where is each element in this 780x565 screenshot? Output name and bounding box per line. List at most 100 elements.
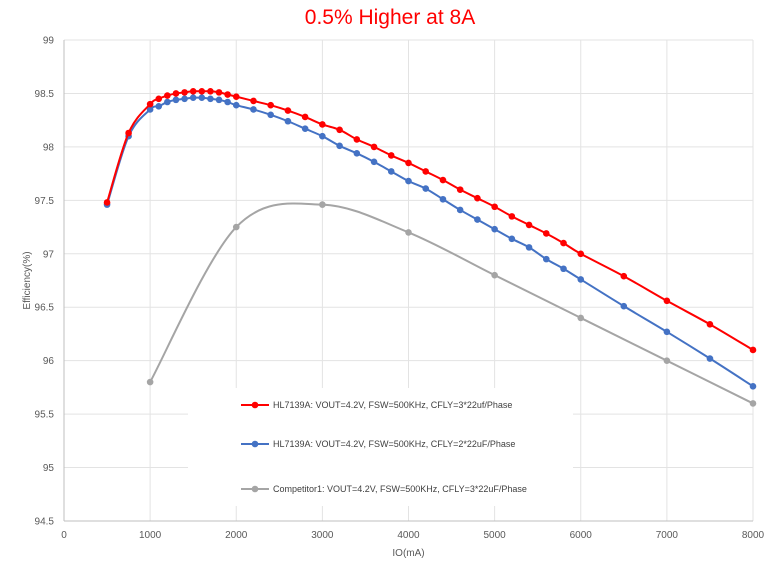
data-point xyxy=(103,199,111,206)
chart-title: 0.5% Higher at 8A xyxy=(304,6,476,29)
x-tick-label: 6000 xyxy=(570,530,593,541)
data-point xyxy=(224,91,231,98)
data-point xyxy=(387,152,395,159)
x-tick-labels: 0 1000 2000 3000 4000 5000 6000 7000 8000 xyxy=(61,530,764,541)
data-point xyxy=(543,230,550,237)
data-point xyxy=(353,150,361,157)
data-point xyxy=(525,244,533,251)
y-tick-label: 97 xyxy=(43,249,55,260)
data-point xyxy=(577,250,585,258)
y-tick-label: 95 xyxy=(43,463,55,474)
data-point xyxy=(284,107,292,114)
x-tick-label: 1000 xyxy=(139,530,162,541)
legend: HL7139A: VOUT=4.2V, FSW=500KHz, CFLY=3*2… xyxy=(188,388,573,506)
data-point xyxy=(155,95,163,103)
legend-marker xyxy=(251,440,259,448)
legend-marker xyxy=(251,401,259,409)
data-point xyxy=(232,101,240,109)
legend-box xyxy=(188,388,573,506)
data-point xyxy=(456,186,464,193)
data-point xyxy=(215,96,223,104)
legend-entry: HL7139A: VOUT=4.2V, FSW=500KHz, CFLY=3*2… xyxy=(241,400,512,410)
data-point xyxy=(353,136,361,143)
y-tick-label: 95.5 xyxy=(35,410,55,421)
data-point xyxy=(474,216,481,223)
data-point xyxy=(491,271,498,279)
data-point xyxy=(232,223,240,231)
data-point xyxy=(456,206,464,214)
y-tick-label: 96 xyxy=(43,356,55,367)
data-point xyxy=(405,159,412,167)
data-point xyxy=(577,276,585,283)
data-point xyxy=(405,229,412,236)
data-point xyxy=(267,101,275,109)
data-point xyxy=(749,400,757,407)
data-point xyxy=(319,121,326,128)
series-line xyxy=(106,90,754,351)
y-tick-label: 97.5 xyxy=(35,196,55,207)
legend-entry: HL7139A: VOUT=4.2V, FSW=500KHz, CFLY=2*2… xyxy=(241,439,515,449)
data-point xyxy=(336,126,343,134)
data-point xyxy=(439,176,447,184)
data-point xyxy=(181,89,188,96)
y-tick-label: 98.5 xyxy=(35,89,55,100)
data-point xyxy=(125,129,132,137)
x-tick-label: 8000 xyxy=(742,530,765,541)
data-point xyxy=(319,132,326,140)
series-3 xyxy=(146,201,757,407)
data-point xyxy=(155,102,163,110)
legend-label: Competitor1: VOUT=4.2V, FSW=500KHz, CFLY… xyxy=(273,484,527,494)
data-point xyxy=(543,255,550,263)
data-point xyxy=(189,94,197,102)
data-point xyxy=(189,88,197,95)
data-point xyxy=(422,185,430,192)
data-point xyxy=(207,95,214,103)
series-layer xyxy=(103,88,757,407)
data-point xyxy=(663,357,671,364)
x-tick-label: 0 xyxy=(61,530,67,541)
data-point xyxy=(525,221,533,229)
data-point xyxy=(508,235,516,243)
data-point xyxy=(387,168,395,175)
data-point xyxy=(319,201,326,208)
series-2 xyxy=(103,94,757,390)
data-point xyxy=(164,92,171,99)
y-tick-label: 99 xyxy=(43,36,55,47)
data-point xyxy=(198,94,206,102)
data-point xyxy=(232,93,240,100)
legend-label: HL7139A: VOUT=4.2V, FSW=500KHz, CFLY=2*2… xyxy=(273,439,515,449)
data-point xyxy=(172,90,180,97)
data-point xyxy=(198,88,206,95)
data-point xyxy=(224,98,231,106)
data-point xyxy=(749,383,757,390)
data-point xyxy=(172,96,180,104)
data-point xyxy=(560,265,567,273)
data-point xyxy=(250,106,257,113)
legend-entry: Competitor1: VOUT=4.2V, FSW=500KHz, CFLY… xyxy=(241,484,527,494)
y-tick-label: 94.5 xyxy=(35,517,55,528)
data-point xyxy=(301,125,309,133)
data-point xyxy=(146,106,154,113)
data-point xyxy=(146,378,154,386)
legend-label: HL7139A: VOUT=4.2V, FSW=500KHz, CFLY=3*2… xyxy=(273,400,512,410)
data-point xyxy=(301,113,309,121)
data-point xyxy=(370,158,378,166)
x-tick-label: 3000 xyxy=(311,530,334,541)
x-tick-label: 4000 xyxy=(397,530,420,541)
data-point xyxy=(706,321,714,328)
data-point xyxy=(146,100,154,108)
data-point xyxy=(336,142,343,150)
data-point xyxy=(620,302,628,310)
y-tick-label: 98 xyxy=(43,142,55,153)
x-axis-label: IO(mA) xyxy=(392,548,424,559)
axes xyxy=(63,40,753,522)
data-point xyxy=(405,177,412,185)
y-tick-label: 96.5 xyxy=(35,303,55,314)
legend-marker xyxy=(251,485,259,493)
data-point xyxy=(164,98,171,106)
data-point xyxy=(370,143,378,151)
x-tick-label: 5000 xyxy=(484,530,507,541)
data-point xyxy=(491,203,498,211)
x-tick-label: 2000 xyxy=(225,530,248,541)
